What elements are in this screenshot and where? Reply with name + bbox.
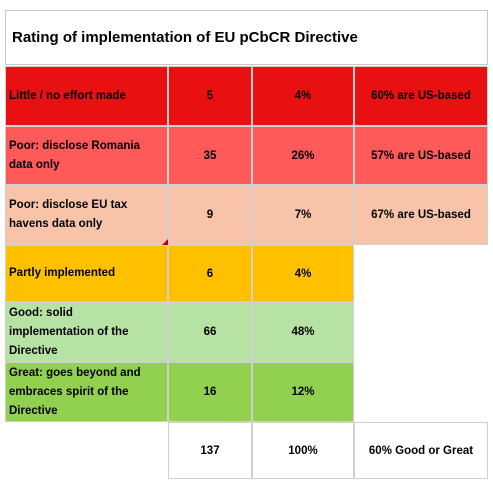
rating-label: Poor: disclose EU tax havens data only — [9, 199, 128, 230]
rating-label: Good: solid implementation of the Direct… — [9, 306, 129, 357]
count-cell[interactable]: 35 — [168, 126, 252, 185]
total-note-value: 60% Good or Great — [368, 444, 474, 457]
note-value: 67% are US-based — [371, 209, 471, 221]
note-value: 60% are US-based — [371, 90, 471, 102]
count-cell[interactable]: 16 — [168, 362, 252, 422]
title-cell[interactable]: Rating of implementation of EU pCbCR Dir… — [5, 10, 488, 65]
rating-label: Poor: disclose Romania data only — [9, 139, 141, 171]
percent-cell[interactable]: 4% — [252, 245, 354, 302]
note-cell[interactable]: 57% are US-based — [354, 126, 488, 185]
percent-cell[interactable]: 48% — [252, 302, 354, 362]
rating-label-cell[interactable]: Little / no effort made — [5, 66, 168, 126]
rating-label: Partly implemented — [9, 267, 116, 279]
count-value: 66 — [203, 326, 217, 338]
rating-label-cell[interactable]: Good: solid implementation of the Direct… — [5, 302, 168, 362]
total-count-cell[interactable]: 137 — [168, 422, 252, 479]
total-note-cell[interactable]: 60% Good or Great — [354, 422, 488, 479]
percent-cell[interactable]: 12% — [252, 362, 354, 422]
rating-label-cell[interactable]: Partly implemented — [5, 245, 168, 302]
rating-label-cell[interactable]: Great: goes beyond and embraces spirit o… — [5, 362, 168, 422]
total-count-value: 137 — [200, 444, 220, 457]
count-value: 35 — [203, 149, 217, 162]
percent-value: 12% — [291, 386, 315, 398]
count-cell[interactable]: 66 — [168, 302, 252, 362]
rating-label-cell[interactable]: Poor: disclose Romania data only — [5, 126, 168, 185]
count-value: 9 — [206, 209, 214, 221]
percent-value: 26% — [291, 149, 315, 162]
count-value: 16 — [203, 386, 217, 398]
note-cell[interactable]: 60% are US-based — [354, 66, 488, 126]
count-value: 5 — [206, 90, 214, 102]
note-cell[interactable]: 67% are US-based — [354, 185, 488, 245]
total-percent-value: 100% — [288, 444, 318, 457]
count-cell[interactable]: 6 — [168, 245, 252, 302]
rating-label: Little / no effort made — [9, 89, 126, 102]
note-value: 57% are US-based — [371, 149, 471, 162]
percent-value: 4% — [294, 90, 312, 102]
count-value: 6 — [206, 267, 214, 280]
percent-value: 7% — [294, 209, 312, 221]
percent-value: 4% — [294, 267, 312, 280]
percent-cell[interactable]: 4% — [252, 66, 354, 126]
percent-value: 48% — [291, 326, 315, 338]
table-title: Rating of implementation of EU pCbCR Dir… — [12, 29, 358, 46]
rating-label: Great: goes beyond and embraces spirit o… — [9, 366, 141, 417]
percent-cell[interactable]: 26% — [252, 126, 354, 185]
comment-indicator-icon[interactable] — [162, 239, 168, 245]
rating-label-cell[interactable]: Poor: disclose EU tax havens data only — [5, 185, 168, 245]
count-cell[interactable]: 9 — [168, 185, 252, 245]
total-percent-cell[interactable]: 100% — [252, 422, 354, 479]
percent-cell[interactable]: 7% — [252, 185, 354, 245]
count-cell[interactable]: 5 — [168, 66, 252, 126]
